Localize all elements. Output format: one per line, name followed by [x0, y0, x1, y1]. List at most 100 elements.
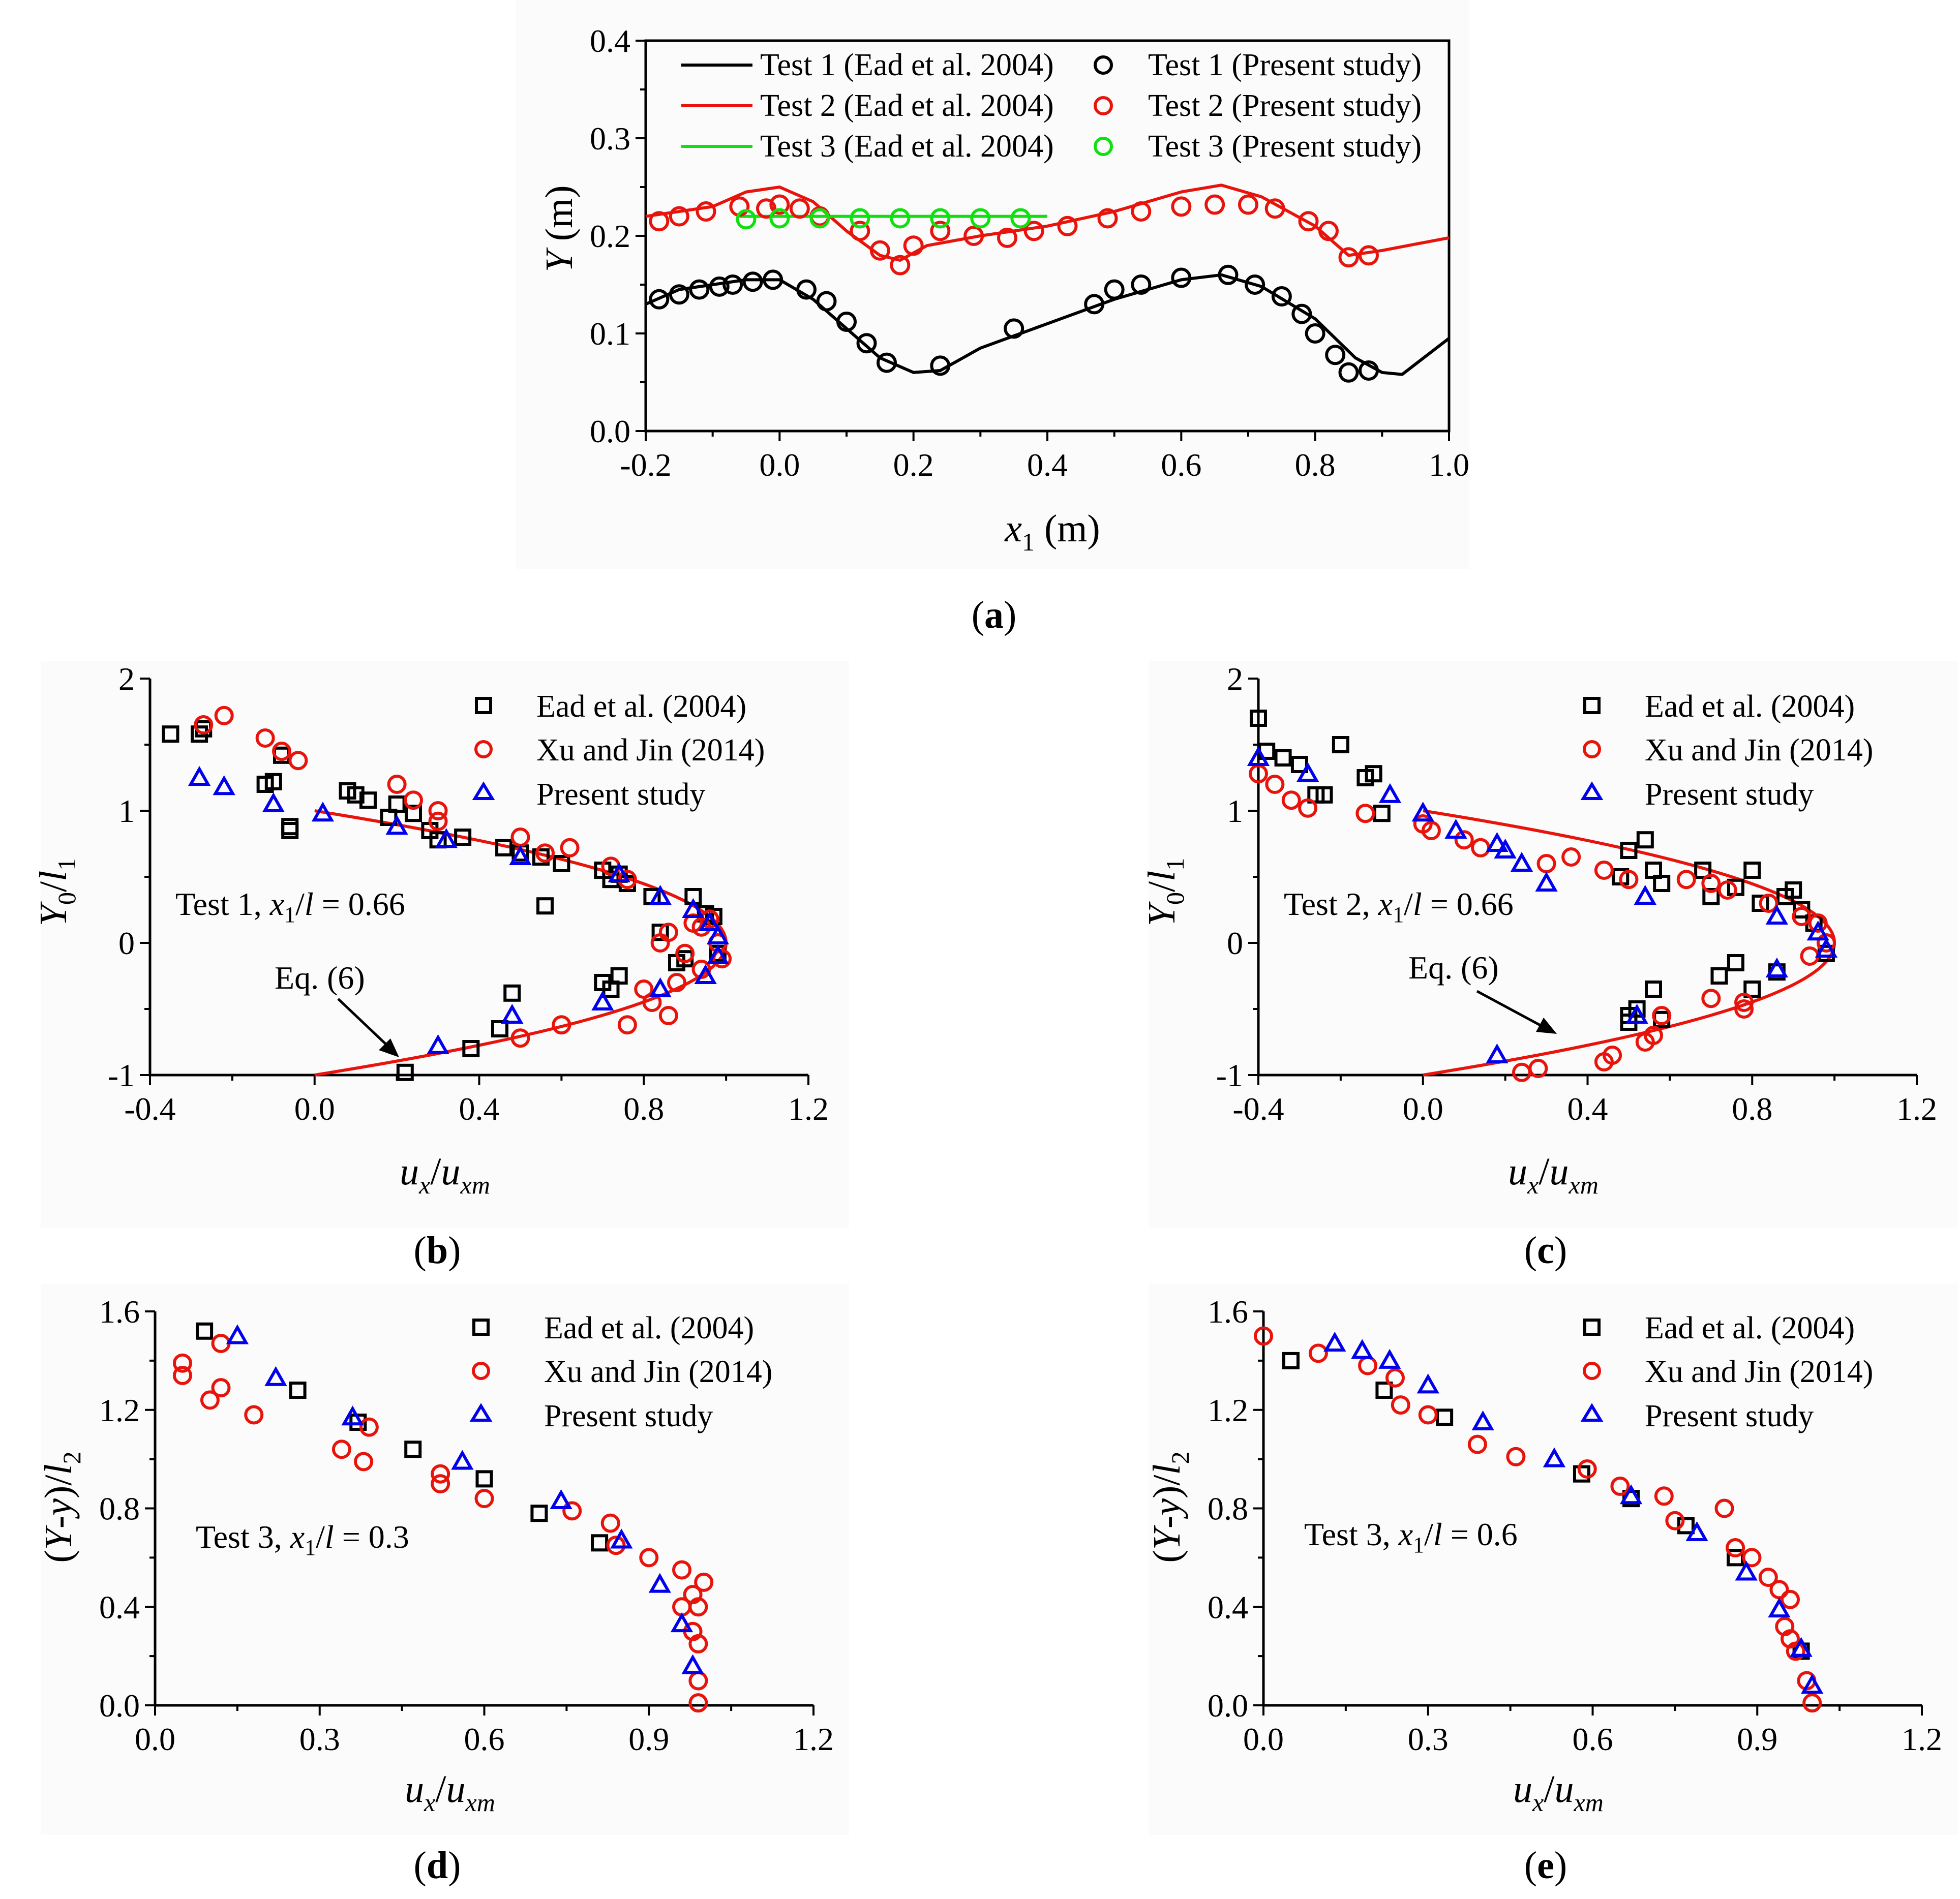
data-point [1486, 832, 1509, 852]
data-point [428, 811, 448, 831]
legend-label-ead: Ead et al. (2004) [536, 689, 746, 724]
data-point [387, 775, 407, 794]
data-point [191, 725, 208, 743]
data-point [311, 802, 335, 822]
data-point [1298, 798, 1318, 818]
data-point [1619, 1484, 1643, 1505]
y-tick-label: 0.2 [590, 218, 630, 254]
legend-marker-test1-present [1094, 55, 1113, 75]
data-point [255, 728, 275, 748]
data-point [1808, 913, 1828, 933]
data-point [1323, 1331, 1346, 1352]
legend-label-xu-jin: Xu and Jin (2014) [1645, 733, 1873, 768]
data-point [281, 822, 299, 839]
panel-c-plot-area: -0.4 0.0 0.4 0.8 1.2 -1 0 1 2 [1216, 661, 1937, 1127]
data-point [1204, 194, 1225, 215]
data-point [1238, 194, 1258, 215]
data-point [503, 984, 521, 1002]
data-point [1781, 1589, 1800, 1609]
data-point [689, 279, 710, 300]
x-tick-label: 1.2 [793, 1721, 834, 1757]
panel-b: -0.4 0.0 0.4 0.8 1.2 -1 0 1 2 Ead et al. (2004) … [32, 661, 849, 1272]
data-point [850, 208, 870, 229]
panel-b-eq-label: Eq. (6) [275, 960, 365, 996]
data-point [1765, 904, 1788, 925]
data-point [510, 1028, 530, 1048]
legend-marker-xu-jin [474, 740, 493, 758]
legend-label-test2-ead: Test 2 (Ead et al. 2004) [760, 88, 1054, 123]
data-point [1131, 201, 1152, 222]
legend-marker-present [1580, 1403, 1604, 1422]
data-point [1359, 360, 1379, 381]
data-point [1653, 875, 1671, 892]
data-point [1298, 211, 1319, 232]
y-tick-label: 1.2 [1208, 1392, 1248, 1428]
data-point [756, 198, 776, 219]
data-point [930, 221, 951, 241]
data-point [1004, 318, 1024, 339]
legend-marker-xu-jin [472, 1362, 490, 1380]
x-tick-label: 0.6 [464, 1721, 505, 1757]
panel-e-annotation: Test 3, x1/l = 0.6 [1304, 1516, 1518, 1557]
panel-a-xlabel: x1 (m) [1004, 507, 1100, 556]
data-point [451, 1450, 474, 1470]
data-point [682, 898, 705, 918]
data-point [694, 1572, 714, 1592]
data-point [435, 828, 458, 848]
y-tick-label: 1.6 [1208, 1294, 1248, 1330]
data-point [475, 1470, 493, 1488]
data-point [188, 765, 211, 786]
panel-c-eq-label: Eq. (6) [1408, 950, 1499, 986]
data-point [560, 838, 580, 857]
data-point [264, 1366, 287, 1386]
legend-label-test2-present: Test 2 (Present study) [1148, 88, 1422, 123]
data-point [610, 967, 628, 985]
data-point [1104, 279, 1125, 300]
x-tick-label: 0.3 [299, 1721, 340, 1757]
legend-label-test3-present: Test 3 (Present study) [1148, 129, 1422, 164]
legend-label-xu-jin: Xu and Jin (2014) [536, 733, 765, 768]
x-tick-label: 0.0 [759, 447, 800, 483]
data-point [1494, 838, 1517, 859]
data-point [495, 839, 513, 856]
data-point [1594, 861, 1614, 880]
data-point [675, 943, 695, 963]
data-point [341, 1405, 364, 1426]
data-point [1454, 830, 1474, 850]
data-point [1790, 1637, 1813, 1657]
x-tick-label: -0.4 [1232, 1091, 1284, 1127]
data-point [1619, 870, 1639, 890]
data-point [869, 240, 890, 261]
data-point [1416, 1373, 1439, 1394]
x-tick-label: 0.0 [1403, 1091, 1443, 1127]
data-point [1296, 762, 1319, 782]
data-point [194, 715, 214, 734]
data-point [1365, 765, 1382, 783]
data-point [1802, 1693, 1822, 1713]
data-point [700, 909, 719, 929]
data-point [1506, 1447, 1526, 1466]
panel-a-plot-area: -0.2 0.0 0.2 0.4 0.6 0.8 1.00.00.10.20.30.4 [590, 23, 1469, 483]
data-point [349, 1413, 367, 1431]
panel-c-xlabel: ux/uxm [1508, 1150, 1599, 1199]
data-point [1634, 884, 1656, 905]
data-point [1265, 775, 1285, 794]
data-point [1561, 847, 1581, 867]
data-point [1010, 208, 1031, 229]
panel-c: -0.4 0.0 0.4 0.8 1.2 -1 0 1 2 Ead et al. (2004) … [1140, 661, 1957, 1272]
x-tick-label: 0.0 [135, 1721, 175, 1757]
data-point [196, 1322, 214, 1340]
panel-a-caption: (a) [972, 594, 1017, 636]
y-tick-label: 0.4 [99, 1589, 140, 1625]
data-point [639, 1548, 659, 1568]
data-point [1743, 862, 1761, 879]
data-point [1652, 1006, 1672, 1025]
panel-c-annotation: Test 2, x1/l = 0.66 [1284, 886, 1514, 927]
data-point [669, 206, 689, 227]
data-point [462, 1040, 480, 1057]
data-point [1635, 1032, 1655, 1052]
data-point [1332, 736, 1349, 753]
data-point [1282, 1352, 1300, 1369]
panel-b-plot-area: -0.4 0.0 0.4 0.8 1.2 -1 0 1 2 [108, 661, 829, 1127]
data-point [1710, 967, 1728, 985]
